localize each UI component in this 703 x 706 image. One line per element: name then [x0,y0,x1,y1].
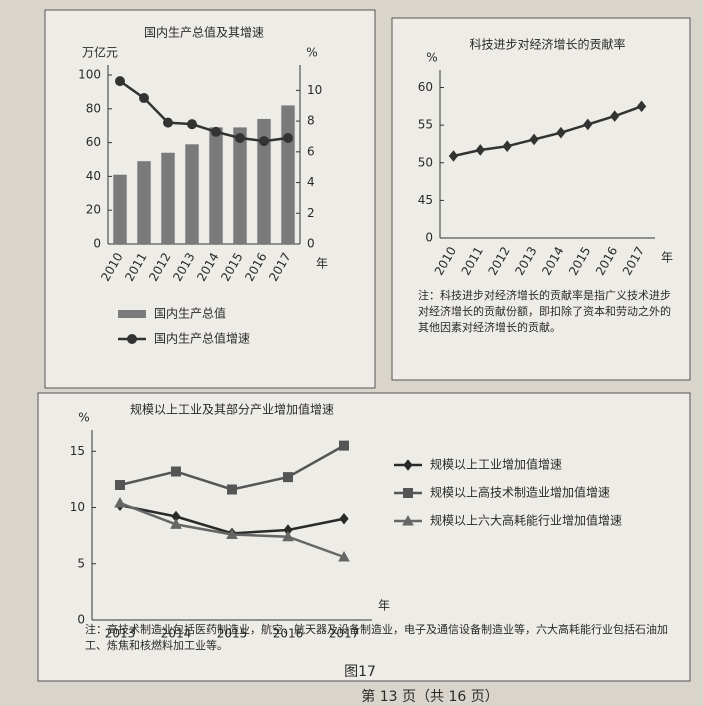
bar [161,152,175,244]
legend-swatch [118,310,146,318]
point [115,480,125,490]
y-tick-label: 100 [78,68,101,82]
panel [391,17,691,381]
point [115,76,125,87]
chart-note: 注：高技术制造业包括医药制造业，航空、航天器及设备制造业，电子及通信设备制造业等… [85,623,668,652]
y-tick-label: 0 [77,613,85,627]
y-axis-label: 万亿元 [82,45,118,60]
x-tick-label: 2013 [105,627,136,641]
chart-title: 国内生产总值及其增速 [144,25,264,40]
legend-label: 规模以上工业增加值增速 [430,457,562,472]
y-tick-label: 10 [70,500,85,514]
y-tick-label: 20 [86,203,101,217]
point [259,136,269,147]
figure-caption: 图17 [344,664,376,680]
chart-title: 规模以上工业及其部分产业增加值增速 [130,402,334,417]
x-tick-label: 2016 [273,627,304,641]
point [339,512,349,525]
y-tick-label: 50 [418,155,433,169]
y-tick-label: 15 [70,444,85,458]
chart-note: 注：科技进步对经济增长的贡献率是指广义技术进步对经济增长的贡献份额，即扣除了资本… [418,289,671,334]
legend-marker [403,459,413,471]
point [187,119,197,130]
y-tick-label: 0 [425,231,433,245]
y-tick-label: 0 [93,237,101,251]
y-tick-label: 80 [86,101,101,115]
point [283,132,293,143]
point [502,140,512,153]
y-tick-label: 60 [418,80,433,94]
y-tick-label: 55 [418,118,433,132]
point [556,126,566,139]
y2-tick-label: 8 [307,114,315,128]
point [338,550,350,562]
y2-axis-label: % [306,46,317,60]
point [529,133,539,146]
point [163,117,173,128]
point [583,118,593,131]
y2-tick-label: 6 [307,144,315,158]
y-tick-label: 40 [86,169,101,183]
x-unit: 年 [378,599,390,613]
y-tick-label: 60 [86,135,101,149]
bar [233,127,247,244]
legend-marker [402,514,414,526]
bar [113,174,127,244]
bar [137,161,151,244]
x-unit: 年 [316,257,328,271]
legend-marker [403,488,413,498]
y2-tick-label: 4 [307,175,315,189]
bar [281,105,295,244]
point [448,150,459,162]
bar [209,127,223,244]
x-tick-label: 2014 [161,627,192,641]
y-axis-label: % [78,411,89,425]
panel [37,392,691,682]
point [114,496,126,508]
legend-label: 规模以上高技术制造业增加值增速 [430,485,610,500]
point [235,132,245,143]
point [226,528,238,539]
point [283,472,293,483]
point [227,484,237,495]
point [610,110,620,122]
point [211,126,221,137]
point [170,518,182,529]
legend-label: 国内生产总值 [154,306,226,321]
point [475,144,485,156]
y-tick-label: 45 [418,193,433,207]
x-tick-label: 2015 [217,627,248,641]
point [282,530,294,542]
bar [185,144,199,244]
y2-tick-label: 0 [307,237,315,251]
point [171,466,181,477]
line [453,105,642,158]
x-tick-label: 2017 [329,627,360,641]
page-footer: 第 13 页（共 16 页） [361,688,498,705]
point [339,440,349,451]
y-axis-label: % [426,51,437,65]
x-unit: 年 [661,251,673,265]
chart-title: 科技进步对经济增长的贡献率 [469,37,625,52]
point [636,100,647,113]
y-tick-label: 5 [77,556,85,570]
point [139,93,149,104]
y2-tick-label: 10 [307,83,322,97]
y2-tick-label: 2 [307,206,315,220]
bar [257,118,271,244]
legend-label: 规模以上六大高耗能行业增加值增速 [430,513,622,528]
legend-marker [127,334,137,344]
legend-label: 国内生产总值增速 [154,331,250,346]
